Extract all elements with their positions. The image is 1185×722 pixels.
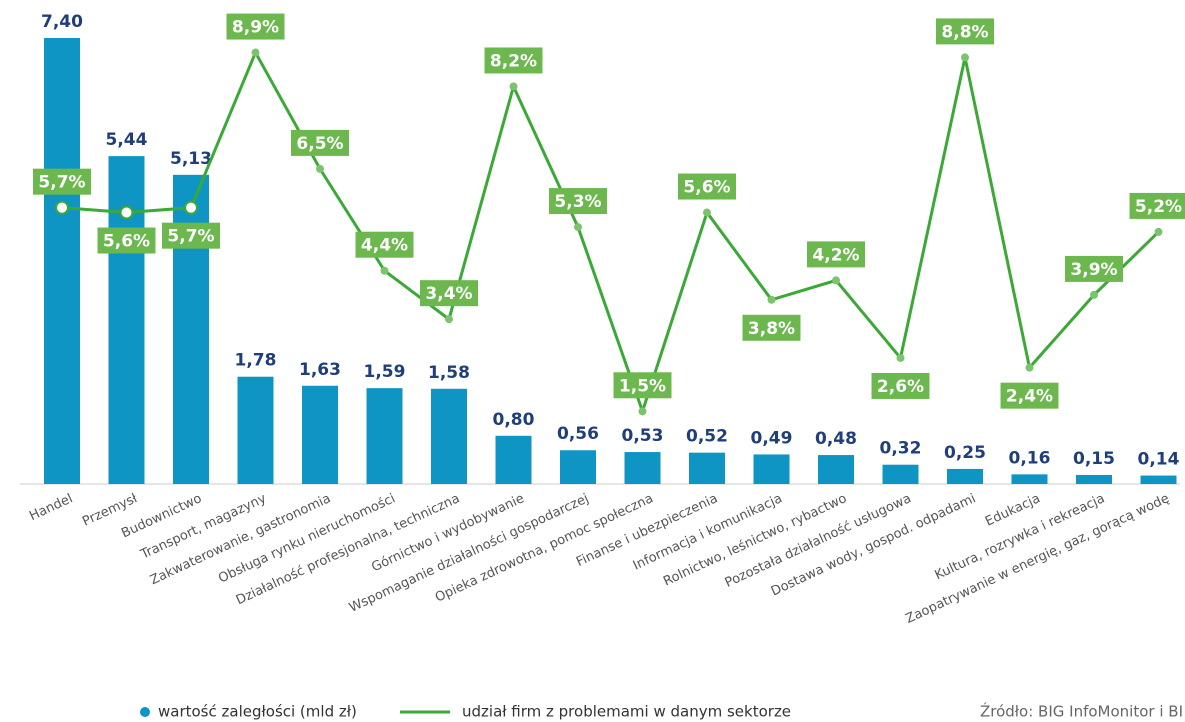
- line-label-box: [162, 222, 220, 249]
- line-value-label: 5,7%: [38, 173, 85, 193]
- line-value-label: 8,8%: [941, 22, 988, 42]
- line-value-label: 5,6%: [683, 178, 730, 198]
- line-label-box: [97, 227, 156, 254]
- bar-value-label: 0,56: [557, 424, 599, 444]
- line-value-label: 2,4%: [1006, 387, 1053, 407]
- line-point: [509, 82, 518, 91]
- bar-value-label: 5,44: [106, 130, 148, 150]
- bar: [689, 452, 725, 484]
- bar-value-label: 7,40: [41, 12, 83, 32]
- line-point: [896, 353, 905, 362]
- line-point: [961, 53, 969, 62]
- bar-value-label: 5,13: [170, 149, 212, 169]
- bar-value-label: 1,63: [299, 360, 341, 380]
- line-point: [55, 200, 69, 215]
- legend-swatch-bar: [140, 707, 150, 717]
- bar: [882, 464, 919, 484]
- line-point: [316, 164, 324, 173]
- line-label-box: [355, 231, 414, 258]
- line-value-label: 1,5%: [619, 376, 666, 396]
- legend-label: udział firm z problemami w danym sektorz…: [462, 703, 791, 721]
- line-value-label: 5,6%: [103, 232, 150, 252]
- bar-value-label: 0,48: [815, 429, 857, 449]
- line-value-label: 2,6%: [877, 377, 924, 397]
- line-point: [380, 266, 389, 275]
- line-point: [832, 276, 840, 285]
- bar-value-label: 0,32: [880, 439, 922, 459]
- bar-value-label: 0,53: [622, 426, 664, 446]
- bar: [560, 450, 596, 484]
- line-label-box: [742, 314, 801, 341]
- line-label-box: [678, 173, 736, 200]
- bar: [753, 454, 790, 484]
- line-value-label: 8,2%: [490, 51, 537, 71]
- line-value-label: 3,8%: [748, 319, 795, 339]
- bar: [1076, 474, 1112, 484]
- bar: [44, 38, 80, 484]
- bar: [1011, 474, 1048, 484]
- line: [61, 49, 1160, 416]
- line-value-label: 3,4%: [425, 284, 472, 304]
- line-point: [119, 205, 134, 220]
- line-value-label: 3,9%: [1070, 260, 1117, 280]
- source: Źródło: BIG InfoMonitor i BI: [980, 702, 1183, 721]
- bar-value-label: 1,59: [364, 362, 406, 382]
- line-point: [638, 407, 647, 416]
- line-value-label: 6,5%: [296, 134, 343, 154]
- bar: [237, 376, 274, 484]
- line-value-label: 4,4%: [361, 236, 408, 256]
- bar-value-label: 0,14: [1138, 450, 1180, 470]
- bar-value-label: 1,78: [235, 351, 277, 371]
- line-label-box: [807, 241, 865, 268]
- bar: [818, 455, 854, 484]
- line-value-label: 5,3%: [554, 192, 601, 212]
- line-label-box: [549, 188, 607, 215]
- bar: [495, 435, 532, 484]
- line-point: [703, 208, 711, 217]
- line-point: [1025, 363, 1034, 372]
- line-label-box: [936, 18, 994, 45]
- bar: [947, 468, 983, 484]
- line-label-box: [33, 168, 91, 195]
- bar-value-label: 0,49: [751, 428, 793, 448]
- legend-label: wartość zaległości (mld zł): [158, 703, 357, 721]
- line-label-box: [613, 372, 672, 399]
- line-point: [1154, 227, 1163, 236]
- bar: [431, 388, 467, 484]
- bar-value-label: 1,58: [428, 363, 470, 383]
- bar-value-label: 0,80: [493, 410, 535, 430]
- line-value-label: 4,2%: [812, 245, 859, 265]
- line-label-box: [484, 47, 543, 74]
- line-label-box: [420, 280, 478, 307]
- bar: [108, 156, 145, 484]
- bar: [1140, 475, 1177, 484]
- line-point: [1090, 290, 1098, 299]
- x-tick-label: Handel: [27, 491, 75, 524]
- line-point: [445, 315, 453, 324]
- bar-value-label: 0,16: [1009, 448, 1051, 468]
- line-label-box: [226, 13, 285, 40]
- bar: [302, 385, 338, 484]
- line-point: [251, 48, 260, 57]
- bar-value-label: 0,25: [944, 443, 986, 463]
- bar: [366, 388, 403, 484]
- line-value-label: 5,7%: [167, 227, 214, 247]
- line-value-label: 5,2%: [1135, 197, 1182, 217]
- bar-value-label: 0,52: [686, 427, 728, 447]
- line-point: [574, 223, 582, 232]
- line-label-box: [1129, 192, 1185, 219]
- bar: [173, 174, 209, 484]
- bar-value-label: 0,15: [1073, 449, 1115, 469]
- line-label-box: [871, 372, 930, 399]
- line-label-box: [291, 129, 349, 156]
- bar: [624, 452, 661, 484]
- line-point: [184, 200, 198, 215]
- line-point: [767, 295, 776, 304]
- line-label-box: [1065, 255, 1123, 282]
- line-value-label: 8,9%: [232, 18, 279, 38]
- line-label-box: [1000, 382, 1059, 409]
